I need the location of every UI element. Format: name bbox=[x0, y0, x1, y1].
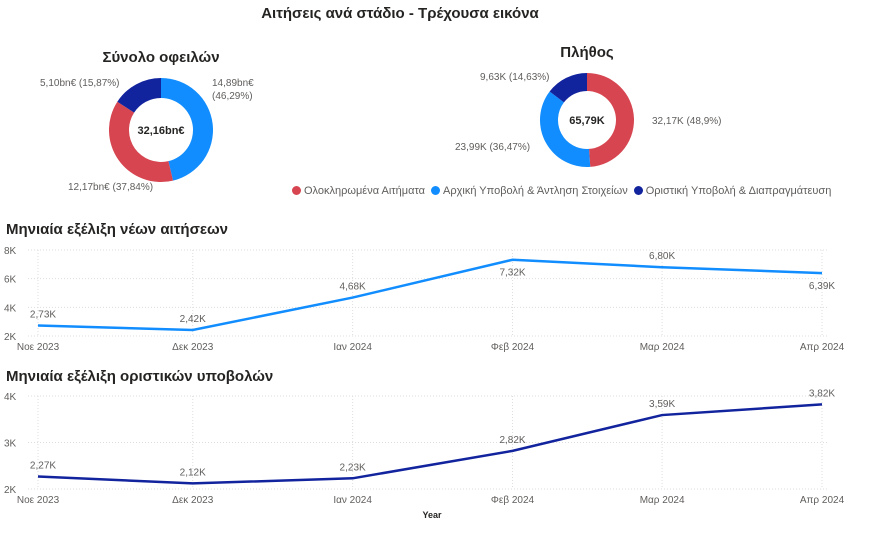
data-label: 3,59K bbox=[649, 399, 675, 410]
legend-item[interactable]: Αρχική Υποβολή & Άντληση Στοιχείων bbox=[431, 185, 628, 197]
series-line bbox=[37, 258, 823, 332]
data-label: 2,27K bbox=[30, 460, 56, 471]
x-tick-label: Ιαν 2024 bbox=[333, 342, 372, 353]
legend-label: Οριστική Υποβολή & Διαπραγμάτευση bbox=[645, 185, 832, 197]
x-tick-label: Μαρ 2024 bbox=[640, 342, 685, 353]
donut-slice bbox=[109, 101, 174, 182]
donut-center-label: 65,79K bbox=[569, 115, 605, 127]
legend-dot-icon bbox=[633, 186, 643, 195]
series-line bbox=[37, 403, 823, 485]
data-label: 2,82K bbox=[499, 435, 525, 446]
data-label: 2,23K bbox=[340, 462, 366, 473]
donut-slice bbox=[540, 91, 591, 167]
data-label: 7,32K bbox=[499, 268, 525, 279]
legend-item[interactable]: Οριστική Υποβολή & Διαπραγμάτευση bbox=[633, 185, 832, 197]
y-tick-label: 6K bbox=[4, 275, 17, 286]
slice-label: 32,17K (48,9%) bbox=[652, 116, 722, 127]
y-tick-label: 3K bbox=[4, 439, 17, 450]
y-tick-label: 4K bbox=[4, 303, 17, 314]
slice-percent-label: (46,29%) bbox=[212, 91, 253, 102]
slice-label: 5,10bn€ (15,87%) bbox=[40, 78, 120, 89]
donut-slice bbox=[161, 78, 213, 181]
legend-label: Αρχική Υποβολή & Άντληση Στοιχείων bbox=[443, 185, 628, 197]
y-tick-label: 2K bbox=[4, 332, 17, 343]
x-tick-label: Noε 2023 bbox=[17, 495, 60, 506]
donut-slice bbox=[117, 78, 161, 113]
x-tick-label: Δεκ 2023 bbox=[172, 342, 214, 353]
data-label: 6,80K bbox=[649, 251, 675, 262]
data-label: 6,39K bbox=[809, 281, 835, 292]
x-tick-label: Φεβ 2024 bbox=[491, 342, 535, 353]
data-label: 2,12K bbox=[180, 467, 206, 478]
data-label: 2,73K bbox=[30, 310, 56, 321]
x-tick-label: Μαρ 2024 bbox=[640, 495, 685, 506]
legend-dot-icon bbox=[292, 186, 301, 195]
y-tick-label: 4K bbox=[4, 392, 17, 403]
donut-slice bbox=[587, 73, 634, 167]
donut-center-label: 32,16bn€ bbox=[137, 125, 184, 137]
legend: Ολοκληρωμένα Αιτήματα Αρχική Υποβολή & Άν… bbox=[292, 185, 831, 197]
x-tick-label: Noε 2023 bbox=[17, 342, 60, 353]
donut-title: Πλήθος bbox=[560, 44, 614, 61]
x-tick-label: Δεκ 2023 bbox=[172, 495, 214, 506]
slice-label: 14,89bn€ bbox=[212, 78, 254, 89]
data-label: 4,68K bbox=[340, 282, 366, 293]
legend-dot-icon bbox=[431, 186, 441, 195]
x-tick-label: Απρ 2024 bbox=[800, 495, 845, 506]
y-tick-label: 8K bbox=[4, 246, 17, 257]
x-tick-label: Ιαν 2024 bbox=[333, 495, 372, 506]
legend-label: Ολοκληρωμένα Αιτήματα bbox=[304, 185, 426, 197]
y-tick-label: 2K bbox=[4, 485, 17, 496]
line-chart-title: Μηνιαία εξέλιξη νέων αιτήσεων bbox=[6, 221, 228, 238]
legend-item[interactable]: Ολοκληρωμένα Αιτήματα bbox=[292, 185, 425, 197]
slice-label: 23,99K (36,47%) bbox=[455, 142, 530, 153]
x-tick-label: Φεβ 2024 bbox=[491, 495, 535, 506]
line-chart-title: Μηνιαία εξέλιξη οριστικών υποβολών bbox=[6, 368, 273, 385]
x-axis-title: Year bbox=[422, 510, 442, 520]
x-tick-label: Απρ 2024 bbox=[800, 342, 845, 353]
data-label: 2,42K bbox=[180, 314, 206, 325]
slice-label: 9,63K (14,63%) bbox=[480, 72, 550, 83]
data-label: 3,82K bbox=[809, 388, 835, 399]
page-title: Αιτήσεις ανά στάδιο - Τρέχουσα εικόνα bbox=[261, 5, 539, 22]
donut-slice bbox=[549, 73, 587, 103]
slice-label: 12,17bn€ (37,84%) bbox=[68, 182, 153, 193]
donut-title: Σύνολο οφειλών bbox=[102, 49, 219, 66]
